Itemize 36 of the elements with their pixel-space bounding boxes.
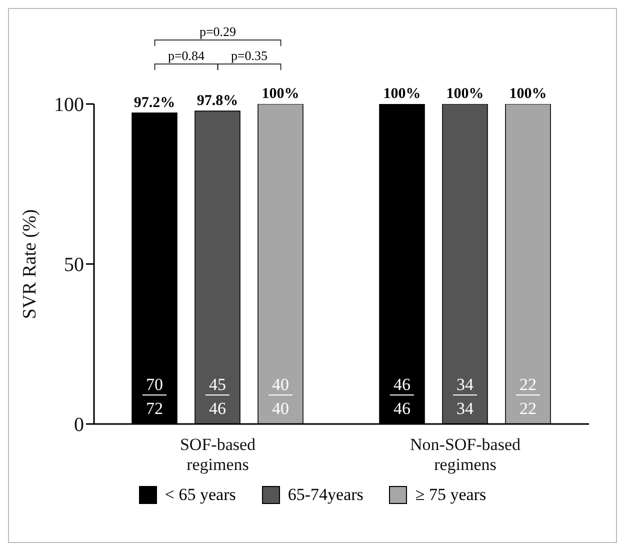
annotation: 40 [272,375,289,394]
y-axis-title: SVR Rate (%) [20,209,41,319]
x-tick-label: SOF-based regimens [180,435,256,474]
annotation: 22 [520,375,536,394]
fraction-label: 70 72 [142,375,167,418]
annotation: 46 [394,399,410,418]
y-tick-label: 100 [54,94,84,116]
y-tick-label: 50 [64,254,84,276]
annotation: 72 [146,399,163,418]
data-label: 97.2% [134,94,176,111]
data-label: 100% [509,86,547,102]
fraction-label: 40 40 [268,375,293,418]
data-label: 100% [446,86,484,102]
data-label: 97.8% [196,93,238,110]
bracket: p=0.84 [154,48,218,70]
bracket: p=0.35 [217,48,282,70]
data-label: 100% [383,86,421,102]
bracket: p=0.29 [154,24,282,46]
legend-label: ≥ 75 years [415,485,486,505]
fraction-label: 46 46 [390,375,414,418]
annotation: 70 [146,375,163,394]
y-tick-label: 0 [74,414,84,436]
legend-label: < 65 years [164,485,236,505]
data-label: 100% [262,86,300,102]
annotation: 46 [209,399,226,418]
annotation: 34 [456,375,474,394]
annotation: 34 [456,399,474,418]
annotation: 22 [520,399,536,418]
fraction-label: 45 46 [205,375,230,418]
annotation: 45 [209,375,226,394]
annotation: 40 [272,399,289,418]
x-tick-label: Non-SOF-based regimens [410,435,521,474]
fraction-label: 22 22 [516,375,540,418]
annotation: 46 [394,375,410,394]
legend-label: 65-74years [288,485,364,505]
fraction-label: 34 34 [452,375,478,418]
